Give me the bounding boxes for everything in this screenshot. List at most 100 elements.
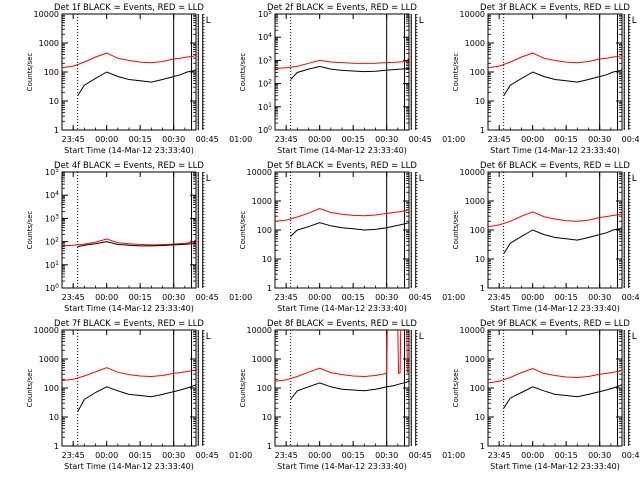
x-tick-label: 23:45 — [275, 293, 298, 302]
state-marker-label: L — [419, 174, 424, 184]
x-tick-label: 00:15 — [342, 135, 365, 144]
series-lld-line — [488, 211, 622, 228]
panel-det-2: Det 2f BLACK = Events, RED = LLD Counts/s… — [239, 3, 465, 155]
x-tick-label: 00:00 — [521, 135, 544, 144]
y-tick-label: 1 — [480, 284, 485, 293]
y-tick-label: 105 — [258, 9, 272, 19]
x-tick-label: 00:00 — [308, 451, 331, 460]
x-tick-label: 00:00 — [308, 135, 331, 144]
x-tick-label: 00:15 — [342, 293, 365, 302]
x-tick-label: 00:30 — [162, 293, 185, 302]
chart-title: Det 7f BLACK = Events, RED = LLD — [54, 319, 204, 329]
x-tick-label: 00:45 — [196, 135, 219, 144]
series-events-line — [290, 222, 409, 237]
series-events-line — [77, 383, 196, 413]
y-tick-label: 100 — [470, 384, 485, 393]
y-tick-label: 1000 — [252, 197, 272, 206]
x-tick-label: 00:00 — [521, 451, 544, 460]
x-tick-label: 00:15 — [555, 293, 578, 302]
y-tick-label: 100 — [470, 68, 485, 77]
x-tick-label: 00:45 — [622, 293, 640, 302]
y-tick-label: 101 — [45, 260, 59, 270]
y-tick-label: 100 — [44, 68, 59, 77]
plot-frame — [274, 329, 410, 447]
panel-det-7: Det 7f BLACK = Events, RED = LLD Counts/s… — [26, 319, 252, 471]
panel-det-3: Det 3f BLACK = Events, RED = LLD Counts/s… — [452, 3, 640, 155]
panel-det-4: Det 4f BLACK = Events, RED = LLD Counts/s… — [26, 161, 252, 313]
y-axis-label: Counts/sec — [452, 211, 460, 250]
x-axis-label: Start Time (14-Mar-12 23:33:40) — [277, 462, 407, 471]
x-tick-label: 23:45 — [488, 135, 511, 144]
x-tick-label: 23:45 — [488, 293, 511, 302]
y-axis-label: Counts/sec — [239, 53, 247, 92]
series-lld-line — [275, 330, 409, 382]
x-tick-label: 00:00 — [95, 135, 118, 144]
y-axis-label: Counts/sec — [239, 211, 247, 250]
x-tick-label: 00:30 — [588, 135, 611, 144]
x-tick-label: 00:30 — [162, 135, 185, 144]
x-tick-label: 00:45 — [409, 135, 432, 144]
y-tick-label: 1000 — [39, 355, 59, 364]
series-events-line — [290, 65, 409, 80]
y-tick-label: 10 — [49, 97, 59, 106]
y-tick-label: 1 — [267, 284, 272, 293]
x-tick-label: 00:30 — [588, 451, 611, 460]
x-tick-label: 00:45 — [409, 451, 432, 460]
x-axis-label: Start Time (14-Mar-12 23:33:40) — [277, 146, 407, 155]
chart-title: Det 6f BLACK = Events, RED = LLD — [480, 161, 630, 171]
x-tick-label: 23:45 — [275, 135, 298, 144]
x-tick-label: 00:45 — [622, 451, 640, 460]
y-tick-label: 103 — [45, 213, 59, 223]
y-tick-label: 1 — [480, 126, 485, 135]
y-tick-label: 104 — [258, 32, 272, 42]
plot-frame — [487, 171, 623, 289]
plot-frame — [274, 171, 410, 289]
x-tick-label: 00:30 — [375, 451, 398, 460]
series-lld-line — [275, 56, 409, 69]
x-tick-label: 00:45 — [409, 293, 432, 302]
plot-frame — [274, 13, 410, 131]
x-tick-label: 00:00 — [521, 293, 544, 302]
y-tick-label: 102 — [45, 237, 59, 247]
x-tick-label: 00:45 — [196, 451, 219, 460]
plot-frame — [487, 13, 623, 131]
y-tick-label: 1000 — [252, 355, 272, 364]
x-tick-label: 01:00 — [442, 293, 465, 302]
panel-det-5: Det 5f BLACK = Events, RED = LLD Counts/s… — [239, 161, 465, 313]
x-tick-label: 01:00 — [442, 135, 465, 144]
x-tick-label: 00:15 — [129, 135, 152, 144]
x-tick-label: 01:00 — [229, 135, 252, 144]
series-lld-line — [488, 367, 622, 384]
y-tick-label: 10000 — [247, 168, 272, 177]
x-tick-label: 00:15 — [342, 451, 365, 460]
x-tick-label: 23:45 — [275, 451, 298, 460]
x-tick-label: 23:45 — [62, 451, 85, 460]
y-tick-label: 100 — [45, 283, 59, 293]
y-tick-label: 100 — [44, 384, 59, 393]
state-marker-label: L — [419, 16, 424, 26]
y-tick-label: 10000 — [460, 10, 485, 19]
x-tick-label: 00:00 — [95, 293, 118, 302]
x-tick-label: 01:00 — [229, 293, 252, 302]
series-events-line — [503, 226, 622, 255]
panel-det-8: Det 8f BLACK = Events, RED = LLD Counts/s… — [239, 319, 465, 471]
y-tick-label: 1 — [54, 442, 59, 451]
series-events-line — [77, 241, 196, 248]
panel-det-1: Det 1f BLACK = Events, RED = LLD Counts/s… — [26, 3, 252, 155]
x-axis-label: Start Time (14-Mar-12 23:33:40) — [490, 146, 620, 155]
chart-title: Det 1f BLACK = Events, RED = LLD — [54, 3, 204, 13]
x-tick-label: 00:15 — [129, 451, 152, 460]
state-marker-label: L — [206, 332, 211, 342]
x-tick-label: 00:30 — [588, 293, 611, 302]
y-tick-label: 10000 — [34, 10, 59, 19]
y-tick-label: 10 — [262, 255, 272, 264]
series-lld-line — [62, 367, 196, 382]
y-tick-label: 100 — [470, 226, 485, 235]
y-tick-label: 10 — [262, 413, 272, 422]
y-axis-label: Counts/sec — [26, 369, 34, 408]
y-axis-label: Counts/sec — [452, 369, 460, 408]
y-tick-label: 10000 — [34, 326, 59, 335]
x-axis-label: Start Time (14-Mar-12 23:33:40) — [490, 304, 620, 313]
y-tick-label: 1 — [54, 126, 59, 135]
chart-title: Det 2f BLACK = Events, RED = LLD — [267, 3, 417, 13]
